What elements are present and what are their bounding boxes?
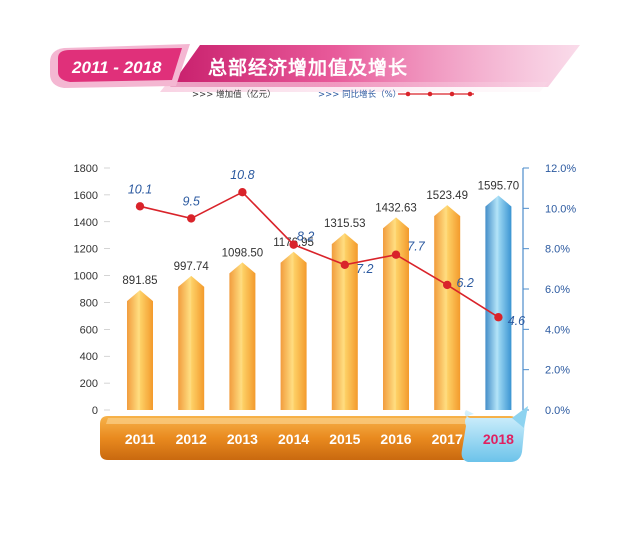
growth-label: 10.8 bbox=[230, 168, 254, 182]
growth-label: 7.7 bbox=[407, 240, 425, 254]
growth-point bbox=[238, 188, 247, 197]
bar bbox=[434, 205, 461, 410]
bar-highlight bbox=[485, 195, 499, 410]
right-tick-label: 0.0% bbox=[545, 405, 570, 417]
right-tick-label: 10.0% bbox=[545, 203, 576, 215]
left-tick-label: 800 bbox=[80, 297, 98, 309]
bars bbox=[127, 195, 512, 410]
category-labels: 2011 2012 2013 2014 2015 2016 2017 2018 bbox=[125, 431, 514, 447]
bar-highlight bbox=[434, 205, 448, 410]
right-tick-label: 4.0% bbox=[545, 324, 570, 336]
growth-line bbox=[135, 188, 503, 322]
growth-point bbox=[494, 313, 503, 322]
category-label: 2014 bbox=[278, 431, 309, 447]
growth-point bbox=[187, 214, 196, 223]
growth-labels: 10.1 9.5 10.8 8.2 7.2 7.7 6.2 4.6 bbox=[128, 168, 525, 328]
left-tick-label: 600 bbox=[80, 324, 98, 336]
legend-line-swatch bbox=[398, 91, 474, 97]
left-axis: 0 200 400 600 800 1000 1200 1400 1600 1800 bbox=[74, 163, 110, 417]
bar-highlight bbox=[178, 275, 192, 410]
bar-highlight bbox=[331, 233, 345, 410]
growth-point bbox=[391, 250, 401, 259]
category-label: 2016 bbox=[380, 431, 411, 447]
left-tick-label: 200 bbox=[80, 378, 98, 390]
header-banner: 2011 - 2018 总部经济增加值及增长 bbox=[50, 44, 580, 92]
growth-label: 9.5 bbox=[183, 194, 200, 208]
bar bbox=[280, 251, 307, 410]
right-tick-label: 2.0% bbox=[545, 365, 570, 377]
bar-value-label: 891.85 bbox=[122, 275, 157, 287]
left-tick-label: 1600 bbox=[74, 190, 98, 202]
bar-value-label: 997.74 bbox=[174, 261, 210, 273]
legend-line-label: >>> 同比增长（%） bbox=[318, 89, 401, 100]
bar-highlight bbox=[383, 217, 396, 410]
growth-label: 6.2 bbox=[457, 276, 474, 290]
growth-label: 8.2 bbox=[297, 230, 314, 244]
bar bbox=[229, 262, 256, 410]
bar-highlight bbox=[280, 251, 294, 410]
left-tick-label: 0 bbox=[92, 405, 98, 417]
category-ribbon bbox=[100, 406, 528, 462]
right-axis: 0.0% 2.0% 4.0% 6.0% 8.0% 10.0% 12.0% bbox=[523, 163, 576, 417]
left-tick-label: 1200 bbox=[74, 244, 98, 256]
growth-label: 7.2 bbox=[356, 262, 373, 276]
left-tick-label: 1400 bbox=[74, 217, 98, 229]
bar-value-label: 1595.70 bbox=[478, 180, 520, 192]
legend: >>> 增加值（亿元） >>> 同比增长（%） bbox=[192, 89, 474, 100]
left-tick-label: 400 bbox=[80, 351, 98, 363]
category-label: 2012 bbox=[176, 431, 207, 447]
category-label: 2013 bbox=[227, 431, 258, 447]
bar bbox=[127, 290, 153, 410]
bar-highlight bbox=[229, 262, 243, 410]
growth-label: 4.6 bbox=[508, 314, 525, 328]
bar-value-label: 1523.49 bbox=[426, 190, 468, 202]
bar-value-label: 1098.50 bbox=[222, 247, 264, 259]
growth-label: 10.1 bbox=[128, 182, 152, 196]
right-tick-label: 8.0% bbox=[545, 244, 570, 256]
legend-bars-label: >>> 增加值（亿元） bbox=[192, 89, 276, 100]
right-tick-label: 6.0% bbox=[545, 284, 570, 296]
bar bbox=[331, 233, 358, 410]
bar-value-label: 1432.63 bbox=[375, 202, 417, 214]
category-label: 2017 bbox=[432, 431, 463, 447]
bar-value-label: 1315.53 bbox=[324, 218, 366, 230]
chart-title: 总部经济增加值及增长 bbox=[208, 56, 408, 79]
bar-value-labels: 891.85997.741098.501176.951315.531432.63… bbox=[122, 180, 519, 287]
growth-line-path bbox=[139, 191, 499, 318]
category-label: 2015 bbox=[329, 431, 360, 447]
bar bbox=[383, 217, 409, 410]
bar bbox=[178, 275, 205, 410]
growth-point bbox=[135, 202, 145, 211]
growth-point bbox=[340, 260, 349, 269]
growth-point bbox=[443, 280, 452, 290]
category-label: 2011 bbox=[125, 431, 156, 447]
bar-highlight bbox=[127, 290, 140, 410]
category-label: 2018 bbox=[483, 431, 514, 447]
bar bbox=[485, 195, 512, 410]
years-badge: 2011 - 2018 bbox=[71, 58, 162, 77]
left-tick-label: 1000 bbox=[74, 271, 98, 283]
left-tick-label: 1800 bbox=[74, 163, 98, 175]
growth-point bbox=[289, 240, 298, 249]
right-tick-label: 12.0% bbox=[545, 163, 576, 175]
